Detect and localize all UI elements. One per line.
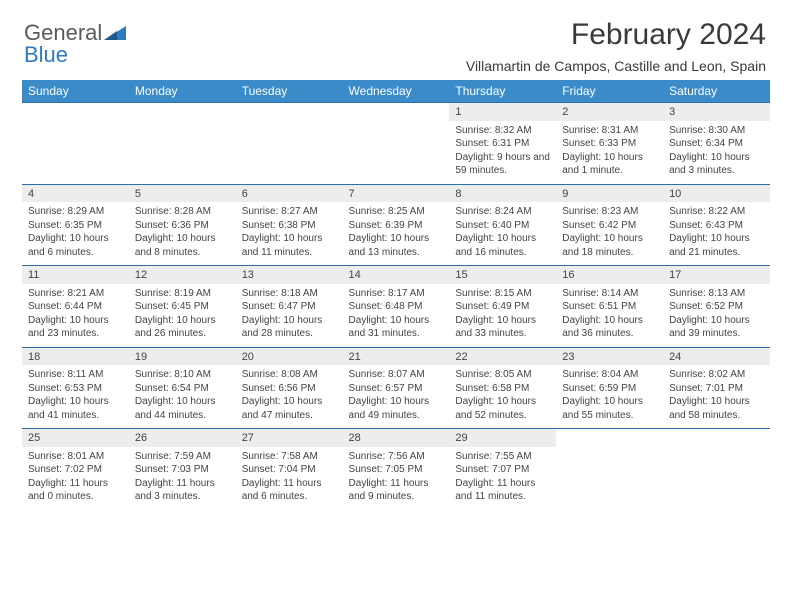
day-detail-cell: Sunrise: 8:01 AMSunset: 7:02 PMDaylight:…: [22, 447, 129, 510]
day-number-cell: 17: [663, 266, 770, 284]
day-detail-cell: Sunrise: 8:04 AMSunset: 6:59 PMDaylight:…: [556, 365, 663, 429]
day-number-cell: 2: [556, 103, 663, 121]
day-number-cell: [129, 103, 236, 121]
day-detail-cell: Sunrise: 8:31 AMSunset: 6:33 PMDaylight:…: [556, 121, 663, 185]
dayname-header: Wednesday: [343, 80, 450, 103]
day-number-cell: 29: [449, 429, 556, 447]
dayname-header: Friday: [556, 80, 663, 103]
day-detail-cell: Sunrise: 7:55 AMSunset: 7:07 PMDaylight:…: [449, 447, 556, 510]
day-detail-cell: [343, 121, 450, 185]
day-detail-cell: Sunrise: 8:21 AMSunset: 6:44 PMDaylight:…: [22, 284, 129, 348]
day-detail-cell: [22, 121, 129, 185]
day-number-row: 45678910: [22, 184, 770, 202]
day-detail-row: Sunrise: 8:01 AMSunset: 7:02 PMDaylight:…: [22, 447, 770, 510]
logo-triangle-icon: [104, 22, 126, 44]
day-number-cell: [236, 103, 343, 121]
day-number-cell: 23: [556, 347, 663, 365]
day-detail-cell: Sunrise: 8:08 AMSunset: 6:56 PMDaylight:…: [236, 365, 343, 429]
day-detail-cell: Sunrise: 7:58 AMSunset: 7:04 PMDaylight:…: [236, 447, 343, 510]
day-number-cell: 19: [129, 347, 236, 365]
day-number-cell: [663, 429, 770, 447]
day-detail-cell: Sunrise: 8:05 AMSunset: 6:58 PMDaylight:…: [449, 365, 556, 429]
day-number-cell: [556, 429, 663, 447]
day-detail-cell: Sunrise: 8:02 AMSunset: 7:01 PMDaylight:…: [663, 365, 770, 429]
day-detail-cell: [556, 447, 663, 510]
day-number-cell: 7: [343, 184, 450, 202]
calendar-table: Sunday Monday Tuesday Wednesday Thursday…: [22, 80, 770, 510]
day-detail-cell: Sunrise: 8:23 AMSunset: 6:42 PMDaylight:…: [556, 202, 663, 266]
day-number-cell: 10: [663, 184, 770, 202]
day-number-cell: 13: [236, 266, 343, 284]
day-number-cell: 21: [343, 347, 450, 365]
dayname-header: Monday: [129, 80, 236, 103]
day-detail-cell: [129, 121, 236, 185]
day-number-cell: 8: [449, 184, 556, 202]
day-number-cell: 25: [22, 429, 129, 447]
dayname-header-row: Sunday Monday Tuesday Wednesday Thursday…: [22, 80, 770, 103]
day-detail-cell: [236, 121, 343, 185]
day-detail-cell: Sunrise: 8:11 AMSunset: 6:53 PMDaylight:…: [22, 365, 129, 429]
dayname-header: Tuesday: [236, 80, 343, 103]
day-number-cell: 6: [236, 184, 343, 202]
day-detail-row: Sunrise: 8:21 AMSunset: 6:44 PMDaylight:…: [22, 284, 770, 348]
day-number-row: 18192021222324: [22, 347, 770, 365]
day-detail-row: Sunrise: 8:32 AMSunset: 6:31 PMDaylight:…: [22, 121, 770, 185]
day-detail-cell: Sunrise: 8:22 AMSunset: 6:43 PMDaylight:…: [663, 202, 770, 266]
day-number-cell: 9: [556, 184, 663, 202]
day-number-cell: 27: [236, 429, 343, 447]
day-detail-cell: Sunrise: 7:56 AMSunset: 7:05 PMDaylight:…: [343, 447, 450, 510]
day-detail-cell: Sunrise: 8:29 AMSunset: 6:35 PMDaylight:…: [22, 202, 129, 266]
day-number-cell: 14: [343, 266, 450, 284]
day-detail-cell: Sunrise: 8:19 AMSunset: 6:45 PMDaylight:…: [129, 284, 236, 348]
day-number-cell: 3: [663, 103, 770, 121]
day-number-cell: 20: [236, 347, 343, 365]
logo-word-2: Blue: [24, 42, 68, 67]
day-detail-cell: Sunrise: 8:25 AMSunset: 6:39 PMDaylight:…: [343, 202, 450, 266]
day-detail-cell: Sunrise: 8:10 AMSunset: 6:54 PMDaylight:…: [129, 365, 236, 429]
day-number-row: 11121314151617: [22, 266, 770, 284]
day-detail-cell: Sunrise: 8:28 AMSunset: 6:36 PMDaylight:…: [129, 202, 236, 266]
day-number-cell: 1: [449, 103, 556, 121]
header-block: February 2024 Villamartin de Campos, Cas…: [466, 18, 766, 74]
brand-logo: General Blue: [24, 22, 126, 66]
day-detail-cell: Sunrise: 8:30 AMSunset: 6:34 PMDaylight:…: [663, 121, 770, 185]
day-detail-cell: [663, 447, 770, 510]
day-detail-cell: Sunrise: 8:32 AMSunset: 6:31 PMDaylight:…: [449, 121, 556, 185]
day-detail-cell: Sunrise: 8:14 AMSunset: 6:51 PMDaylight:…: [556, 284, 663, 348]
day-number-cell: 22: [449, 347, 556, 365]
dayname-header: Saturday: [663, 80, 770, 103]
day-number-cell: 5: [129, 184, 236, 202]
day-number-cell: 16: [556, 266, 663, 284]
day-number-cell: 18: [22, 347, 129, 365]
day-number-cell: 28: [343, 429, 450, 447]
day-number-row: 2526272829: [22, 429, 770, 447]
day-number-cell: 11: [22, 266, 129, 284]
day-number-cell: 24: [663, 347, 770, 365]
day-detail-cell: Sunrise: 7:59 AMSunset: 7:03 PMDaylight:…: [129, 447, 236, 510]
day-detail-cell: Sunrise: 8:15 AMSunset: 6:49 PMDaylight:…: [449, 284, 556, 348]
page-title: February 2024: [466, 18, 766, 52]
day-number-cell: 26: [129, 429, 236, 447]
day-number-cell: 4: [22, 184, 129, 202]
day-number-cell: 15: [449, 266, 556, 284]
day-number-cell: [343, 103, 450, 121]
day-detail-cell: Sunrise: 8:17 AMSunset: 6:48 PMDaylight:…: [343, 284, 450, 348]
location-subtitle: Villamartin de Campos, Castille and Leon…: [466, 58, 766, 74]
day-detail-cell: Sunrise: 8:07 AMSunset: 6:57 PMDaylight:…: [343, 365, 450, 429]
day-number-row: 123: [22, 103, 770, 121]
dayname-header: Thursday: [449, 80, 556, 103]
day-detail-cell: Sunrise: 8:24 AMSunset: 6:40 PMDaylight:…: [449, 202, 556, 266]
day-detail-row: Sunrise: 8:29 AMSunset: 6:35 PMDaylight:…: [22, 202, 770, 266]
dayname-header: Sunday: [22, 80, 129, 103]
day-detail-cell: Sunrise: 8:18 AMSunset: 6:47 PMDaylight:…: [236, 284, 343, 348]
day-detail-row: Sunrise: 8:11 AMSunset: 6:53 PMDaylight:…: [22, 365, 770, 429]
day-detail-cell: Sunrise: 8:27 AMSunset: 6:38 PMDaylight:…: [236, 202, 343, 266]
day-detail-cell: Sunrise: 8:13 AMSunset: 6:52 PMDaylight:…: [663, 284, 770, 348]
day-number-cell: 12: [129, 266, 236, 284]
day-number-cell: [22, 103, 129, 121]
